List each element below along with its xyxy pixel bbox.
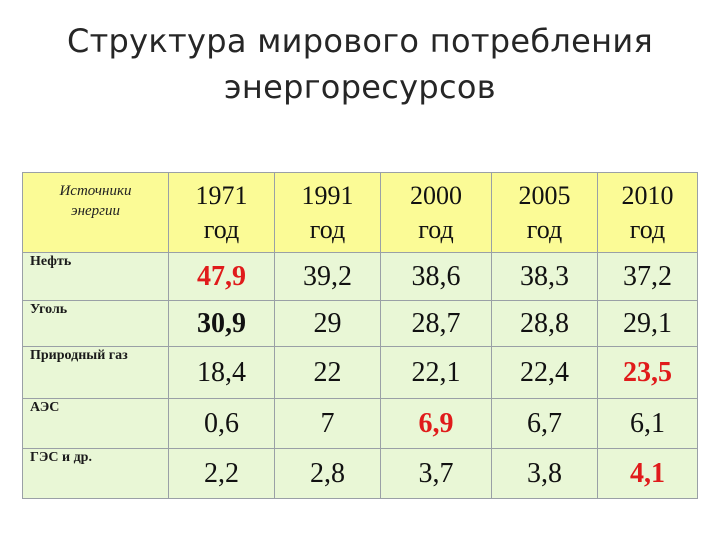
value-cell: 38,3 (491, 252, 598, 301)
value-cell: 6,1 (597, 398, 698, 449)
value-cell: 2,8 (274, 448, 381, 499)
year-unit: год (526, 214, 563, 244)
value-cell: 2,2 (168, 448, 275, 499)
energy-consumption-table: Источники энергии 1971 год 1991 год 2000 го… (22, 172, 698, 499)
value-cell: 37,2 (597, 252, 698, 301)
source-oil: Нефть (22, 252, 169, 301)
value-cell: 23,5 (597, 346, 698, 399)
table-row: Нефть 47,9 39,2 38,6 38,3 37,2 (22, 252, 698, 301)
value-cell: 6,7 (491, 398, 598, 449)
year-header-2005: 2005 год (491, 172, 598, 253)
value-cell: 6,9 (380, 398, 492, 449)
value-cell: 22,1 (380, 346, 492, 399)
value-cell: 39,2 (274, 252, 381, 301)
slide-title-line-1: Структура мирового потребления (66, 22, 654, 60)
year-label: 1971 (195, 180, 248, 210)
value-cell: 22 (274, 346, 381, 399)
slide-title-line-2: энергоресурсов (224, 68, 496, 106)
value-cell: 29 (274, 300, 381, 347)
value-cell: 28,8 (491, 300, 598, 347)
value-cell: 28,7 (380, 300, 492, 347)
table-row: Уголь 30,9 29 28,7 28,8 29,1 (22, 300, 698, 347)
year-unit: год (309, 214, 346, 244)
year-header-2010: 2010 год (597, 172, 698, 253)
year-header-1991: 1991 год (274, 172, 381, 253)
source-column-header: Источники энергии (22, 172, 169, 253)
year-unit: год (203, 214, 240, 244)
table-header-row: Источники энергии 1971 год 1991 год 2000 го… (22, 172, 698, 253)
value-cell: 7 (274, 398, 381, 449)
value-cell: 0,6 (168, 398, 275, 449)
table-row: АЭС 0,6 7 6,9 6,7 6,1 (22, 398, 698, 449)
source-natural-gas: Природный газ (22, 346, 169, 399)
year-label: 1991 (301, 180, 354, 210)
value-cell: 29,1 (597, 300, 698, 347)
table-row: ГЭС и др. 2,2 2,8 3,7 3,8 4,1 (22, 448, 698, 499)
year-label: 2005 (518, 180, 571, 210)
year-label: 2000 (410, 180, 462, 210)
value-cell: 3,8 (491, 448, 598, 499)
source-header-line-1: Источники (59, 183, 132, 199)
slide-title: Структура мирового потребления энергорес… (0, 18, 720, 110)
year-unit: год (629, 214, 666, 244)
source-nuclear: АЭС (22, 398, 169, 449)
source-hydro-other: ГЭС и др. (22, 448, 169, 499)
value-cell: 38,6 (380, 252, 492, 301)
year-header-2000: 2000 год (380, 172, 492, 253)
source-coal: Уголь (22, 300, 169, 347)
year-label: 2010 (621, 180, 674, 210)
table-row: Природный газ 18,4 22 22,1 22,4 23,5 (22, 346, 698, 399)
value-cell: 4,1 (597, 448, 698, 499)
value-cell: 47,9 (168, 252, 275, 301)
source-header-line-2: энергии (70, 203, 121, 219)
year-header-1971: 1971 год (168, 172, 275, 253)
value-cell: 30,9 (168, 300, 275, 347)
value-cell: 22,4 (491, 346, 598, 399)
year-unit: год (418, 214, 454, 244)
value-cell: 18,4 (168, 346, 275, 399)
value-cell: 3,7 (380, 448, 492, 499)
